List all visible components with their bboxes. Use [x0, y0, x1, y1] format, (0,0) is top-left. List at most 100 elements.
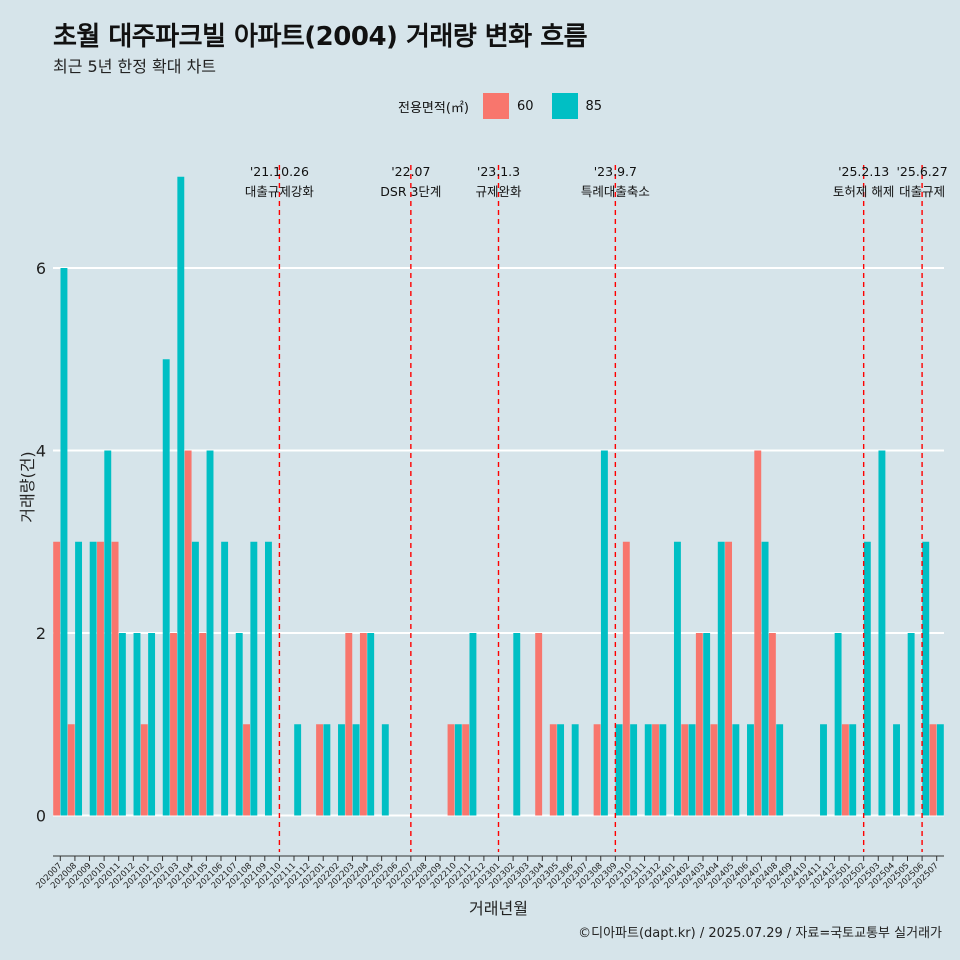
bar-85 [703, 633, 711, 816]
bar-85 [352, 724, 360, 816]
bar-60 [170, 633, 177, 816]
y-tick-label: 6 [36, 259, 46, 278]
bar-85 [250, 541, 258, 816]
bar-60 [316, 724, 324, 816]
bar-85 [673, 541, 681, 816]
y-tick-label: 0 [36, 807, 46, 826]
bar-60 [681, 724, 689, 816]
bar-85 [776, 724, 784, 816]
bar-85 [630, 724, 638, 816]
bar-85 [162, 359, 170, 816]
bar-85 [893, 724, 900, 816]
legend-key-85 [551, 93, 578, 119]
bar-85 [469, 633, 477, 816]
bar-60 [622, 541, 630, 816]
bar-60 [841, 724, 849, 816]
bar-60 [345, 633, 353, 816]
legend: 전용면적(㎡) 60 85 [398, 93, 602, 119]
bar-60 [593, 724, 601, 816]
legend-label-60: 60 [516, 98, 534, 114]
bar-85 [60, 268, 68, 816]
event-date: '21.10.26 [250, 164, 309, 179]
bar-85 [367, 633, 375, 816]
bar-60 [652, 724, 659, 816]
event-date: '25.2.13 [838, 164, 889, 179]
bar-60 [111, 541, 119, 816]
event-label: 대출규제강화 [245, 184, 315, 199]
source-caption: ©디아파트(dapt.kr) / 2025.07.29 / 자료=국토교통부 실… [578, 926, 942, 941]
bar-85 [907, 633, 915, 816]
bar-85 [294, 724, 302, 816]
bar-85 [557, 724, 565, 816]
bar-60 [754, 450, 762, 816]
bar-85 [600, 450, 608, 816]
y-tick-label: 4 [36, 442, 46, 461]
event-label: 규제완화 [475, 184, 522, 199]
event-date: '23.1.3 [477, 164, 520, 179]
bar-60 [929, 724, 937, 816]
bar-60 [710, 724, 718, 816]
bar-85 [688, 724, 696, 816]
event-date: '22.07 [391, 164, 430, 179]
event-label: 토허제 해제 [833, 184, 894, 199]
bar-60 [462, 724, 470, 816]
bar-60 [695, 633, 703, 816]
bar-85 [133, 633, 141, 816]
bar-85 [148, 633, 156, 816]
bar-85 [922, 541, 930, 816]
bar-60 [447, 724, 455, 816]
bar-85 [863, 541, 871, 816]
event-label: 특례대출축소 [581, 184, 650, 199]
bar-85 [820, 724, 827, 816]
event-date: '25.6.27 [897, 164, 948, 179]
bar-85 [454, 724, 462, 816]
bar-60 [768, 633, 776, 816]
bar-60 [199, 633, 207, 816]
bar-85 [75, 541, 83, 816]
y-axis-title: 거래량(건) [18, 451, 37, 522]
legend-label-85: 85 [585, 98, 603, 114]
bar-60 [549, 724, 557, 816]
bar-85 [834, 633, 842, 816]
chart-title: 초월 대주파크빌 아파트(2004) 거래량 변화 흐름 [53, 22, 588, 52]
x-axis-title: 거래년월 [469, 899, 528, 918]
bar-85 [177, 176, 185, 816]
event-date: '23.9.7 [594, 164, 637, 179]
bar-60 [725, 541, 733, 816]
bar-85 [191, 541, 199, 816]
bar-85 [761, 541, 769, 816]
chart-subtitle: 최근 5년 한정 확대 차트 [53, 57, 217, 76]
bar-85 [878, 450, 886, 816]
bar-60 [53, 541, 61, 816]
legend-title: 전용면적(㎡) [398, 100, 469, 116]
bar-85 [717, 541, 725, 816]
bar-85 [644, 724, 652, 816]
bar-60 [140, 724, 148, 816]
bar-85 [615, 724, 623, 816]
legend-key-60 [482, 93, 509, 119]
bar-85 [936, 724, 944, 816]
bar-85 [235, 633, 243, 816]
bar-85 [89, 541, 97, 816]
bar-60 [243, 724, 250, 816]
bar-85 [732, 724, 740, 816]
bar-60 [359, 633, 367, 816]
event-label: 대출규제 [899, 184, 945, 199]
bar-60 [535, 633, 543, 816]
bar-85 [381, 724, 389, 816]
bar-85 [747, 724, 754, 816]
bar-85 [659, 724, 667, 816]
y-tick-label: 2 [36, 624, 46, 643]
bar-85 [849, 724, 857, 816]
bar-60 [97, 541, 104, 816]
bar-85 [221, 541, 229, 816]
bar-85 [513, 633, 521, 816]
bar-85 [338, 724, 345, 816]
bar-60 [67, 724, 75, 816]
bar-60 [184, 450, 192, 816]
bar-85 [264, 541, 272, 816]
bar-85 [323, 724, 331, 816]
event-label: DSR 3단계 [380, 184, 441, 199]
bar-85 [206, 450, 214, 816]
